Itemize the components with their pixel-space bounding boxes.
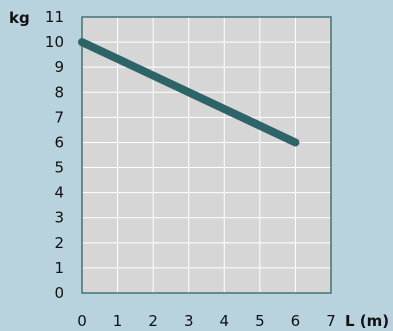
series-line xyxy=(78,38,300,147)
x-axis-title: L (m) xyxy=(345,312,389,330)
plot-frame xyxy=(81,16,332,294)
x-tick-label: 3 xyxy=(184,312,194,330)
x-tick-label: 6 xyxy=(291,312,301,330)
y-tick-label: 0 xyxy=(54,284,64,302)
y-tick-label: 10 xyxy=(45,33,64,51)
grid-lines xyxy=(82,17,331,293)
y-tick-label: 7 xyxy=(54,108,64,126)
y-tick-label: 2 xyxy=(54,234,64,252)
y-tick-labels: 0 1 2 3 4 5 6 7 8 9 10 11 xyxy=(45,8,64,302)
y-tick-label: 11 xyxy=(45,8,64,26)
x-tick-label: 4 xyxy=(220,312,230,330)
series-layer xyxy=(78,38,300,147)
y-tick-label: 9 xyxy=(54,58,64,76)
x-tick-label: 7 xyxy=(326,312,336,330)
x-tick-label: 1 xyxy=(113,312,123,330)
x-tick-labels: 0 1 2 3 4 5 6 7 xyxy=(77,312,336,330)
x-tick-label: 5 xyxy=(255,312,265,330)
y-tick-label: 6 xyxy=(54,133,64,151)
x-tick-label: 0 xyxy=(77,312,87,330)
y-tick-label: 3 xyxy=(54,209,64,227)
y-axis-title: kg xyxy=(9,9,30,27)
y-tick-label: 1 xyxy=(54,259,64,277)
y-tick-label: 4 xyxy=(54,184,64,202)
y-tick-label: 5 xyxy=(54,159,64,177)
y-tick-label: 8 xyxy=(54,83,64,101)
x-tick-label: 2 xyxy=(148,312,158,330)
